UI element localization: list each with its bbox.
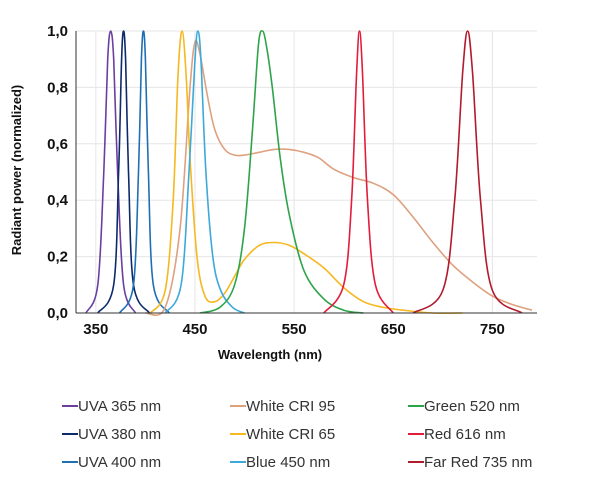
series-line-blue-450-nm [164, 30, 245, 314]
y-tick-label: 1,0 [47, 23, 68, 40]
x-tick-label: 750 [480, 321, 505, 338]
series-line-uva-380-nm [97, 30, 151, 314]
grid-lines [76, 30, 537, 314]
legend-label-green-520-nm: Green 520 nm [424, 398, 520, 415]
series-line-red-616-nm [323, 30, 394, 314]
legend-label-white-cri-65: White CRI 65 [246, 426, 335, 443]
legend-label-far-red-735-nm: Far Red 735 nm [424, 454, 532, 471]
y-tick-label: 0,6 [47, 136, 68, 153]
x-tick-label: 350 [83, 321, 108, 338]
legend-label-uva-400-nm: UVA 400 nm [78, 454, 161, 471]
series-line-far-red-735-nm [412, 30, 523, 314]
series-line-uva-365-nm [85, 30, 137, 314]
y-tick-label: 0,0 [47, 305, 68, 322]
legend-label-blue-450-nm: Blue 450 nm [246, 454, 330, 471]
x-tick-label: 650 [381, 321, 406, 338]
legend: UVA 365 nm UVA 380 nm UVA 400 nm White CRI … [62, 398, 532, 471]
series-line-white-cri-95 [145, 39, 533, 316]
x-axis-title: Wavelength (nm) [218, 347, 322, 362]
legend-label-white-cri-95: White CRI 95 [246, 398, 335, 415]
series-lines [85, 30, 533, 316]
series-line-white-cri-65 [149, 30, 463, 315]
legend-label-red-616-nm: Red 616 nm [424, 426, 506, 443]
y-tick-label: 0,8 [47, 79, 68, 96]
y-axis-title: Radiant power (normalized) [9, 85, 24, 255]
series-line-green-520-nm [199, 30, 364, 314]
series-line-uva-400-nm [118, 30, 170, 314]
x-tick-label: 450 [182, 321, 207, 338]
x-tick-label: 550 [282, 321, 307, 338]
y-tick-label: 0,4 [47, 192, 69, 209]
y-tick-label: 0,2 [47, 249, 68, 266]
axes: 0,0 0,2 0,4 0,6 0,8 1,0 350 450 550 650 750 [47, 23, 537, 338]
legend-label-uva-365-nm: UVA 365 nm [78, 398, 161, 415]
legend-label-uva-380-nm: UVA 380 nm [78, 426, 161, 443]
